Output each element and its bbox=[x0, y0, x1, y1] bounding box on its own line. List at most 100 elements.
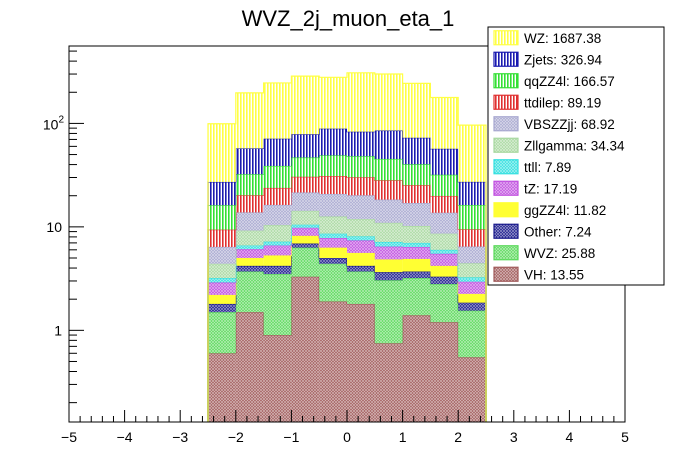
bar-hatch-ttll-4 bbox=[319, 233, 347, 239]
bar-hatch-ttdilep-2 bbox=[263, 187, 292, 205]
bar-hatch-Zjets-5 bbox=[347, 131, 375, 157]
legend-entry-VH: VH: 13.55 bbox=[493, 266, 584, 282]
bar-ggZZ4l-4 bbox=[319, 247, 347, 259]
bar-hatch-Zllgamma-2 bbox=[263, 225, 292, 242]
bar-hatch-tZ-4 bbox=[319, 238, 347, 248]
bar-hatch-VBSZZjj-2 bbox=[263, 204, 292, 226]
legend-swatch-border bbox=[493, 266, 519, 282]
legend-swatch-border bbox=[493, 202, 519, 218]
chart-title: WVZ_2j_muon_eta_1 bbox=[242, 6, 455, 31]
legend-entry-qqZZ4l: qqZZ4l: 166.57 bbox=[493, 73, 615, 89]
bar-hatch-Zllgamma-7 bbox=[402, 225, 431, 243]
bar-hatch-WVZ-0 bbox=[208, 312, 236, 354]
legend-swatch-hatch bbox=[494, 95, 518, 110]
bar-hatch-Other-5 bbox=[347, 265, 375, 272]
legend-swatch-hatch bbox=[494, 159, 518, 174]
series-Zjets bbox=[207, 128, 487, 422]
bar-hatch-Zllgamma-6 bbox=[374, 222, 403, 242]
legend-swatch-border bbox=[493, 245, 519, 261]
bar-hatch-VH-0 bbox=[208, 353, 236, 422]
legend-label: VBSZZjj: 68.92 bbox=[524, 117, 615, 132]
bar-ggZZ4l-7 bbox=[402, 258, 431, 272]
bar-hatch-Zllgamma-4 bbox=[319, 216, 347, 234]
legend-label: ttll: 7.89 bbox=[524, 160, 571, 175]
legend-swatch-hatch bbox=[494, 224, 518, 239]
bar-hatch-VBSZZjj-3 bbox=[291, 192, 320, 211]
bar-hatch-VH-4 bbox=[319, 301, 347, 422]
y-tick-label: 1 bbox=[54, 322, 62, 338]
legend-swatch-border bbox=[493, 30, 519, 46]
bar-hatch-VH-7 bbox=[402, 315, 431, 422]
bar-hatch-tZ-8 bbox=[430, 253, 459, 266]
legend-swatch-border bbox=[493, 94, 519, 110]
legend-entry-ggZZ4l: ggZZ4l: 11.82 bbox=[493, 202, 606, 218]
series-VH bbox=[207, 276, 487, 422]
bar-ggZZ4l-2 bbox=[263, 255, 292, 266]
bar-hatch-Zllgamma-5 bbox=[347, 219, 375, 237]
bar-hatch-WVZ-4 bbox=[319, 263, 347, 302]
bar-hatch-Other-2 bbox=[263, 265, 292, 275]
x-tick-label: 2 bbox=[454, 429, 462, 445]
legend-entry-ttll: ttll: 7.89 bbox=[493, 159, 571, 175]
bar-hatch-tZ-9 bbox=[458, 281, 486, 294]
bar-hatch-Zllgamma-9 bbox=[458, 263, 486, 278]
x-tick-label: −5 bbox=[61, 429, 77, 445]
bar-hatch-WVZ-1 bbox=[235, 271, 264, 313]
bar-hatch-Zjets-6 bbox=[374, 130, 403, 159]
bar-hatch-VH-3 bbox=[291, 276, 320, 422]
x-tick-label: 0 bbox=[343, 429, 351, 445]
bar-hatch-ttdilep-5 bbox=[347, 177, 375, 196]
legend-label: VH: 13.55 bbox=[524, 267, 584, 282]
bar-hatch-Other-7 bbox=[402, 271, 431, 279]
legend-label: WVZ: 25.88 bbox=[524, 246, 595, 261]
bar-ggZZ4l-0 bbox=[208, 294, 236, 304]
bar-hatch-ttll-3 bbox=[291, 224, 320, 228]
bar-hatch-VBSZZjj-1 bbox=[235, 212, 264, 231]
bar-hatch-qqZZ4l-5 bbox=[347, 156, 375, 178]
legend-entry-VBSZZjj: VBSZZjj: 68.92 bbox=[493, 116, 615, 132]
bar-hatch-Zllgamma-3 bbox=[291, 210, 320, 225]
bar-hatch-VH-2 bbox=[263, 335, 292, 422]
bar-hatch-Other-3 bbox=[291, 243, 320, 248]
bar-hatch-WZ-5 bbox=[347, 72, 375, 132]
bar-hatch-ttdilep-6 bbox=[374, 180, 403, 200]
bar-hatch-tZ-6 bbox=[374, 246, 403, 260]
bar-hatch-tZ-0 bbox=[208, 282, 236, 295]
bar-hatch-WVZ-9 bbox=[458, 310, 486, 358]
bar-hatch-WZ-4 bbox=[319, 77, 347, 129]
bar-hatch-VBSZZjj-4 bbox=[319, 193, 347, 217]
bar-hatch-tZ-2 bbox=[263, 245, 292, 256]
bar-hatch-ttdilep-0 bbox=[208, 229, 236, 247]
legend-swatch-border bbox=[493, 73, 519, 89]
bar-hatch-Zjets-7 bbox=[402, 137, 431, 165]
bar-hatch-Zjets-1 bbox=[235, 148, 264, 175]
bar-hatch-ttdilep-7 bbox=[402, 185, 431, 204]
bar-hatch-VBSZZjj-6 bbox=[374, 199, 403, 223]
y-tick-label: 102 bbox=[43, 114, 65, 132]
legend-label: Zjets: 326.94 bbox=[524, 52, 603, 67]
bar-hatch-tZ-1 bbox=[235, 249, 264, 259]
legend-entry-Other: Other: 7.24 bbox=[493, 223, 592, 239]
series-WZ bbox=[207, 72, 487, 422]
bar-hatch-ttll-0 bbox=[208, 278, 236, 283]
x-tick-label: 3 bbox=[510, 429, 518, 445]
bar-hatch-Other-6 bbox=[374, 272, 403, 281]
series-VBSZZjj bbox=[207, 191, 487, 422]
bar-hatch-qqZZ4l-8 bbox=[430, 174, 459, 196]
legend-swatch-border bbox=[493, 51, 519, 67]
legend-swatch-hatch bbox=[494, 73, 518, 88]
bar-ggZZ4l-6 bbox=[374, 259, 403, 273]
bar-hatch-ttdilep-4 bbox=[319, 176, 347, 194]
x-tick-label: 5 bbox=[621, 429, 629, 445]
bar-hatch-ttll-1 bbox=[235, 245, 264, 250]
series-WVZ bbox=[207, 247, 487, 422]
bar-hatch-Other-9 bbox=[458, 302, 486, 311]
bar-hatch-Other-4 bbox=[319, 258, 347, 264]
legend-swatch-hatch bbox=[494, 30, 518, 45]
bar-ggZZ4l-9 bbox=[458, 293, 486, 303]
bar-hatch-WVZ-3 bbox=[291, 247, 320, 277]
bar-hatch-Zjets-3 bbox=[291, 134, 320, 158]
bar-hatch-Zllgamma-1 bbox=[235, 230, 264, 246]
bar-hatch-qqZZ4l-2 bbox=[263, 165, 292, 188]
